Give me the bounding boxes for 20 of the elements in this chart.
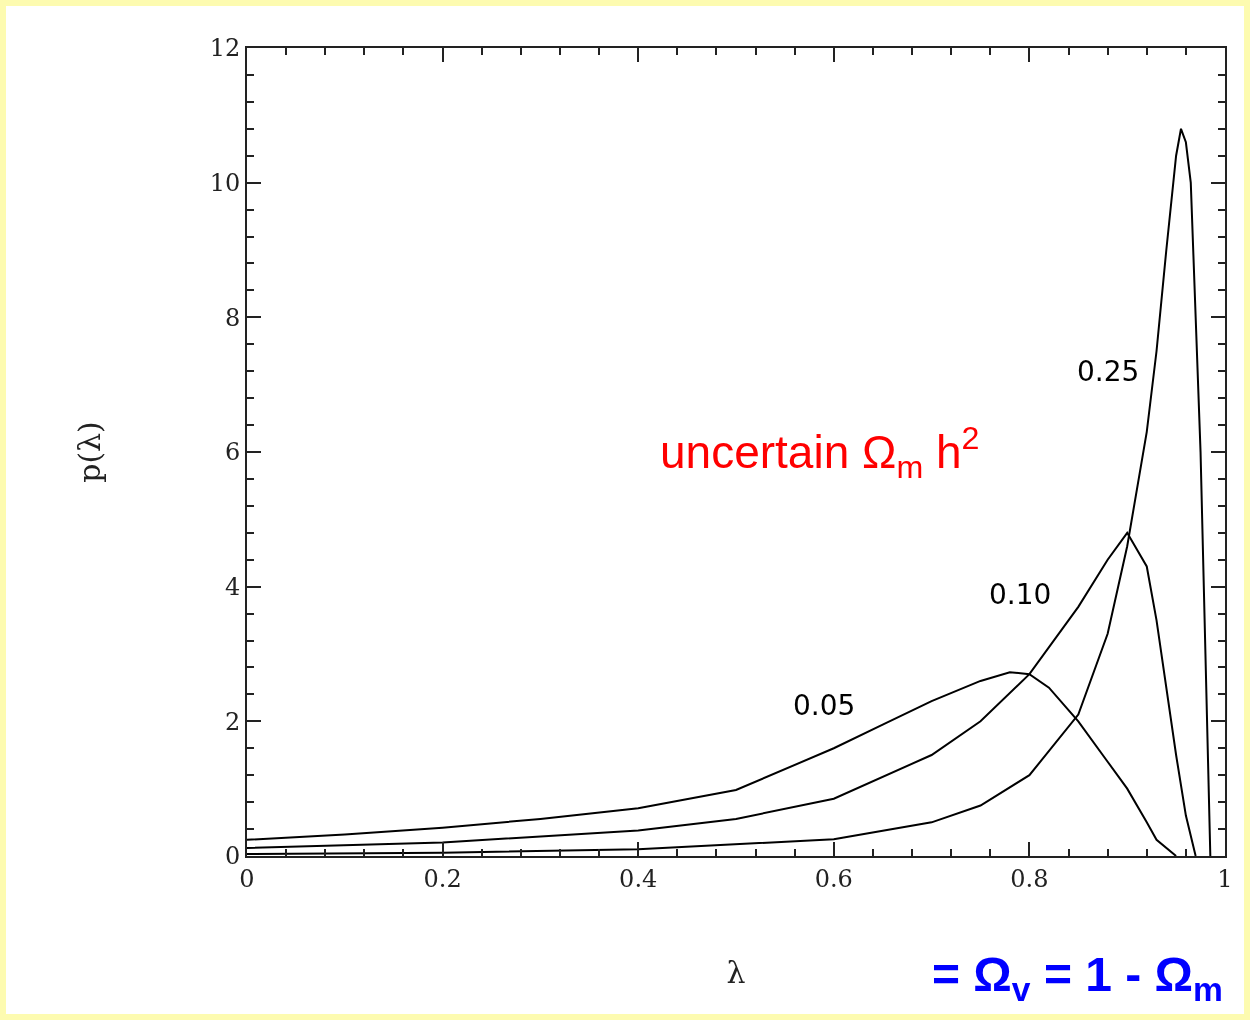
y-tick-label: 10 xyxy=(209,169,241,198)
annotation: uncertain Ω$_{m}$ h$^{2}$ xyxy=(660,420,980,485)
x-tick-label: 0.4 xyxy=(619,864,658,893)
y-tick-label: 12 xyxy=(209,34,241,63)
x-tick-label: 0.2 xyxy=(423,864,462,893)
y-tick-label: 6 xyxy=(224,438,241,467)
text: = Ω$_{v}$ = 1 - Ω$_{m}$ xyxy=(932,948,1223,1009)
x-tick-label: 0.8 xyxy=(1010,864,1049,893)
x-axis-title: λ xyxy=(726,954,746,990)
series-label: 0.05 xyxy=(793,689,856,722)
x-tick-label: 1 xyxy=(1217,864,1233,893)
series-label: 0.10 xyxy=(989,578,1052,611)
x-tick-label: 0.6 xyxy=(814,864,853,893)
y-axis-title: p(λ) xyxy=(72,421,108,483)
y-tick-label: 0 xyxy=(224,842,241,871)
y-tick-label: 8 xyxy=(224,303,241,332)
series-label: 0.25 xyxy=(1077,355,1140,388)
line-series xyxy=(247,127,1212,856)
y-tick-label: 2 xyxy=(224,707,241,736)
y-tick-label: 4 xyxy=(224,573,241,602)
